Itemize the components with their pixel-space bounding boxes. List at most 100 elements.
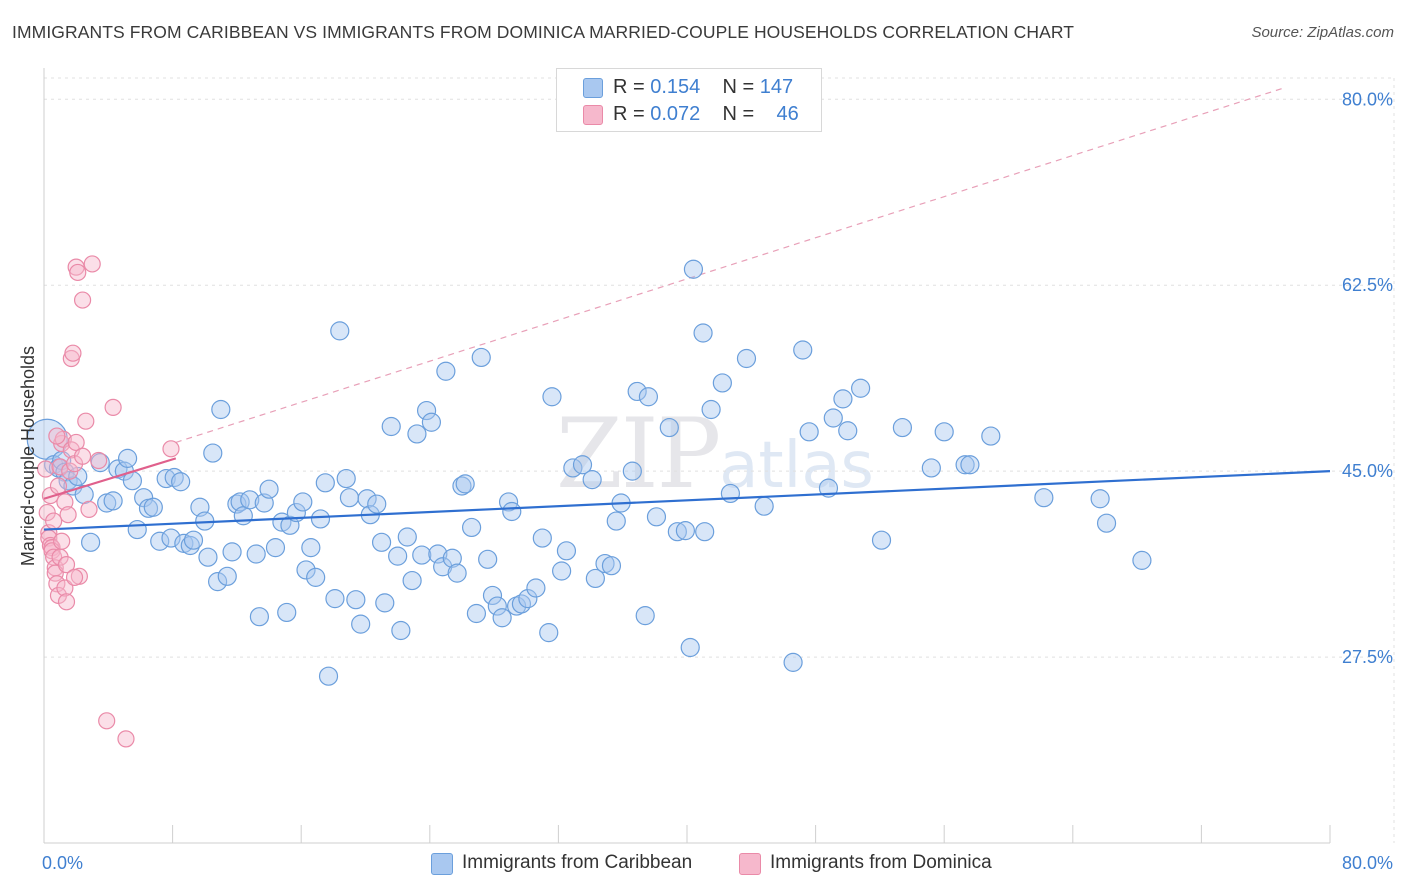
caribbean-point: [638, 387, 659, 407]
caribbean-point: [428, 544, 448, 564]
axis-labels: 27.5% 45.0% 62.5% 80.0% 0.0% 80.0% Married-cou…: [18, 89, 1393, 873]
caribbean-point: [1132, 550, 1152, 570]
caribbean-point: [416, 400, 437, 421]
caribbean-point: [412, 545, 432, 565]
caribbean-point: [601, 556, 622, 576]
x-tick-label-min: 0.0%: [42, 853, 83, 873]
dominica-point: [64, 344, 82, 362]
caribbean-point: [1034, 488, 1054, 508]
dominica-point: [117, 730, 135, 748]
n-value-dominica: 46: [776, 103, 799, 125]
caribbean-point: [526, 578, 546, 598]
caribbean-point: [799, 422, 819, 442]
caribbean-point: [306, 567, 326, 587]
dominica-point: [90, 451, 108, 470]
caribbean-point: [518, 589, 538, 609]
caribbean-point: [683, 259, 704, 279]
caribbean-point: [482, 585, 503, 606]
r-label: R =: [613, 76, 645, 98]
caribbean-point: [103, 491, 123, 511]
dominica-point: [73, 447, 92, 465]
caribbean-point: [117, 448, 138, 468]
caribbean-point: [921, 458, 941, 478]
dominica-point: [80, 500, 98, 518]
dominica-legend-label: Immigrants from Dominica: [770, 852, 992, 873]
caribbean-point: [572, 455, 593, 475]
caribbean-point: [249, 607, 270, 627]
legend-text-dominica: R = 0.072 N = 46: [613, 103, 799, 126]
caribbean-point: [81, 532, 101, 552]
caribbean-point: [198, 547, 218, 567]
caribbean-point: [375, 593, 395, 613]
caribbean-point: [1096, 513, 1117, 533]
caribbean-point: [582, 470, 602, 490]
caribbean-point: [222, 542, 242, 562]
legend-text-caribbean: R = 0.154 N = 147: [613, 76, 793, 99]
caribbean-point: [351, 614, 371, 634]
caribbean-point: [675, 521, 695, 541]
caribbean-point: [452, 476, 472, 496]
caribbean-point: [227, 494, 247, 514]
caribbean-point: [325, 589, 345, 609]
caribbean-point: [622, 461, 642, 481]
watermark-zip: ZIP: [556, 398, 721, 510]
caribbean-point: [203, 443, 223, 463]
caribbean-point: [487, 596, 507, 616]
caribbean-point: [712, 373, 732, 393]
trend-lines: [43, 457, 1331, 531]
dominica-point: [38, 503, 56, 522]
caribbean-point: [296, 560, 316, 580]
dominica-point: [67, 433, 85, 452]
dominica-swatch: [583, 105, 603, 125]
caribbean-point: [301, 538, 321, 558]
caribbean-point: [143, 497, 163, 517]
caribbean-point: [783, 652, 803, 672]
caribbean-point: [680, 637, 700, 658]
caribbean-point: [511, 594, 532, 614]
caribbean-point: [502, 501, 522, 522]
caribbean-point: [478, 549, 498, 569]
caribbean-points: [26, 259, 1152, 686]
caribbean-point: [646, 507, 667, 527]
caribbean-point: [823, 408, 843, 428]
dominica-point: [98, 712, 116, 730]
caribbean-point: [367, 494, 387, 514]
caribbean-point: [293, 492, 313, 512]
grid-lines: [44, 77, 1395, 843]
r-value-dominica: 0.072: [650, 103, 701, 125]
caribbean-point: [838, 421, 858, 441]
caribbean-point: [407, 424, 427, 444]
dominica-point: [45, 512, 63, 530]
watermark: ZIPatlas: [556, 398, 874, 510]
caribbean-point: [183, 530, 204, 550]
caribbean-point: [442, 548, 462, 568]
caribbean-point: [955, 455, 975, 475]
caribbean-point: [315, 473, 335, 493]
n-label: N =: [722, 76, 755, 98]
caribbean-point: [1090, 489, 1110, 509]
n-label: N =: [722, 103, 755, 125]
caribbean-point: [180, 535, 200, 556]
caribbean-point: [156, 468, 176, 489]
caribbean-point: [695, 522, 715, 542]
dominica-point: [51, 458, 69, 476]
dominica-point: [73, 291, 92, 309]
caribbean-swatch: [583, 78, 603, 98]
r-label: R =: [613, 103, 645, 125]
caribbean-point: [542, 387, 562, 407]
caribbean-point: [447, 563, 467, 583]
caribbean-point: [391, 620, 411, 641]
caribbean-point: [336, 468, 356, 489]
caribbean-point: [934, 422, 954, 442]
dominica-point: [57, 556, 76, 574]
dominica-point: [57, 593, 76, 611]
dominica-point: [104, 398, 122, 416]
caribbean-point: [318, 666, 339, 686]
dominica-point: [53, 532, 71, 550]
caribbean-point: [659, 417, 679, 438]
correlation-legend: R = 0.154 N = 147 R = 0.072 N = 46: [556, 68, 822, 132]
source-credit: Source: ZipAtlas.com: [1251, 24, 1394, 41]
dominica-point: [77, 412, 95, 430]
caribbean-point: [701, 399, 721, 420]
